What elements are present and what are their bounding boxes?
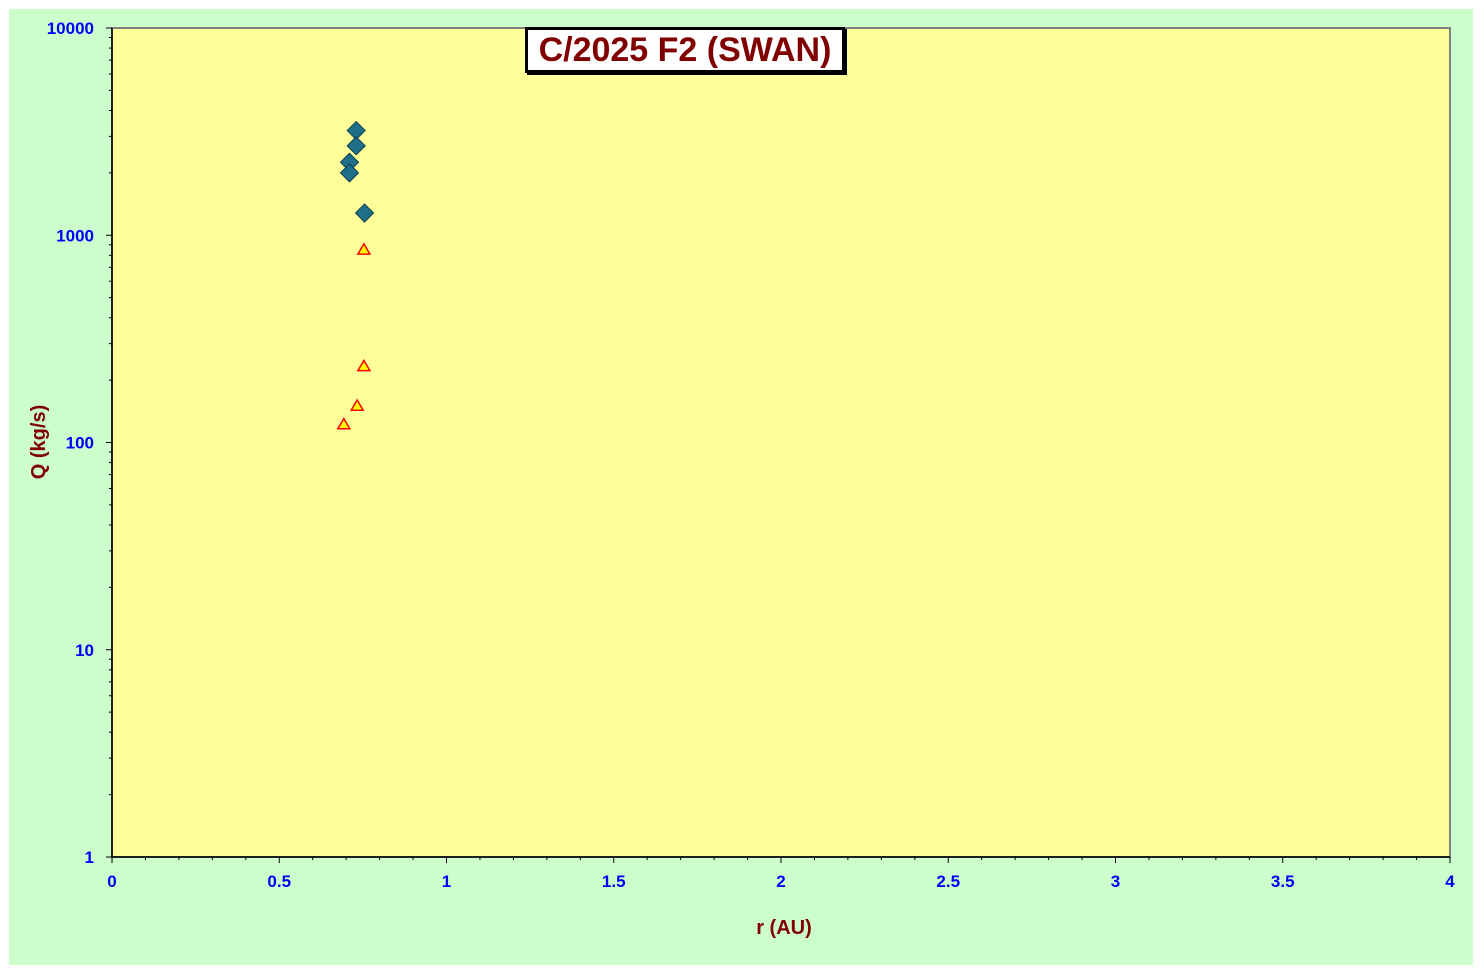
y-tick-label: 10 [75, 641, 94, 660]
triangle-point [356, 358, 372, 372]
triangle-point [336, 417, 352, 430]
y-axis-title: Q (kg/s) [28, 405, 50, 479]
diamond-point [354, 203, 375, 223]
x-tick-label: 0.5 [267, 872, 291, 891]
chart-title: C/2025 F2 (SWAN) [525, 27, 845, 73]
y-tick-label: 1000 [56, 226, 94, 245]
x-axis-title: r (AU) [756, 917, 812, 939]
x-tick-label: 1 [442, 872, 451, 891]
y-tick-label: 100 [66, 434, 94, 453]
plot-area [111, 27, 1451, 858]
x-tick-label: 3.5 [1271, 872, 1295, 891]
x-tick-label: 1.5 [602, 872, 626, 891]
triangle-point [356, 242, 372, 255]
x-tick-label: 4 [1445, 872, 1455, 891]
x-tick-label: 3 [1111, 872, 1120, 891]
y-tick-label: 10000 [47, 19, 94, 38]
x-tick-label: 2.5 [936, 872, 960, 891]
diamond-point [346, 136, 366, 156]
ticks-layer: 0 0.5 1 1.5 2 2.5 3 3.5 4 1 10 100 1000 10000 [47, 19, 1456, 891]
x-tick-label: 2 [776, 872, 785, 891]
x-tick-label: 0 [107, 872, 116, 891]
triangle-point [349, 398, 365, 411]
y-tick-label: 1 [85, 848, 94, 867]
marks-layer [336, 120, 375, 430]
diamond-point [339, 163, 360, 183]
